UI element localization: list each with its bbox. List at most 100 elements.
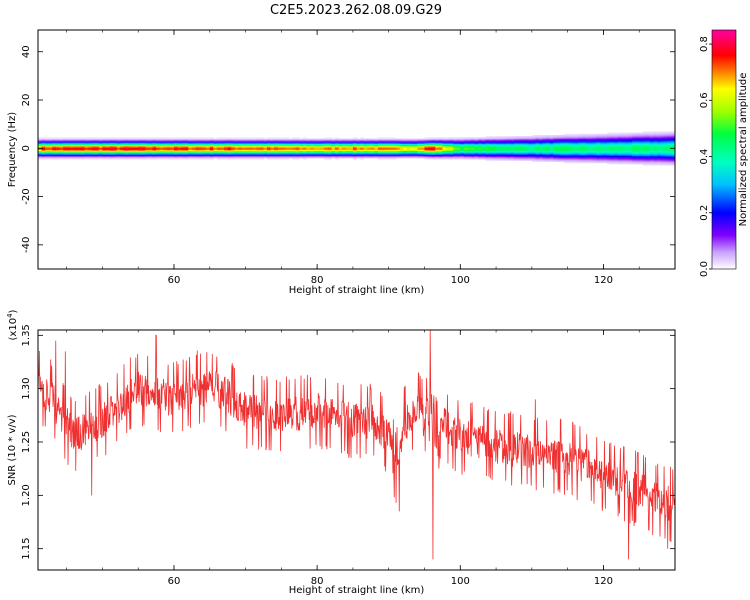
spectrogram-cell <box>134 144 139 147</box>
spectrogram-cell <box>80 147 85 149</box>
spectrogram-cell <box>610 142 615 144</box>
spectrogram-cell <box>406 147 411 149</box>
spectrogram-cell <box>413 147 418 149</box>
spectrogram-cell <box>295 147 300 149</box>
spectrogram-cell <box>474 139 479 142</box>
spectrogram-cell <box>478 144 483 147</box>
spectrogram-cell <box>152 141 157 143</box>
spectrogram-cell <box>585 160 590 162</box>
spectrogram-cell <box>166 157 171 160</box>
spectrogram-cell <box>302 139 307 142</box>
spectrogram-cell <box>403 142 408 144</box>
spectrogram-cell <box>38 149 42 152</box>
spectrogram-cell <box>302 142 307 144</box>
spectrogram-cell <box>170 154 175 156</box>
spectrogram-cell <box>603 136 608 138</box>
spectrogram-cell <box>59 156 64 159</box>
spectrogram-cell <box>335 148 340 150</box>
spectrogram-cell <box>281 157 286 160</box>
spectrogram-cell <box>98 154 103 156</box>
spectrogram-cell <box>256 156 261 159</box>
spectrogram-cell <box>639 161 644 164</box>
spectrogram-cell <box>445 148 450 150</box>
spectrogram-cell <box>113 137 118 140</box>
spectrogram-cell <box>556 147 561 149</box>
spectrogram-cell <box>206 138 211 141</box>
spectrogram-cell <box>245 145 250 148</box>
spectrogram-cell <box>263 138 268 141</box>
spectrogram-cell <box>156 153 161 155</box>
spectrogram-cell <box>148 138 153 141</box>
spectrogram-cell <box>553 148 558 150</box>
spectrogram-cell <box>274 154 279 156</box>
spectrogram-cell <box>220 142 225 144</box>
spectrogram-cell <box>471 151 475 154</box>
spectrogram-cell <box>342 142 347 144</box>
spectrogram-cell <box>513 147 518 149</box>
spectrogram-cell <box>123 153 128 155</box>
spectrogram-cell <box>105 144 110 147</box>
spectrogram-cell <box>592 145 597 148</box>
spectrogram-cell <box>499 137 504 140</box>
spectrogram-cell <box>410 139 415 142</box>
spectrogram-cell <box>471 143 475 146</box>
spectrogram-cell <box>95 147 100 149</box>
spectrogram-cell <box>109 148 114 150</box>
spectrogram-cell <box>345 155 350 158</box>
spectrogram-cell <box>481 153 486 155</box>
spectrogram-cell <box>349 138 354 141</box>
spectrogram-cell <box>549 153 554 155</box>
spectrogram-cell <box>184 137 189 140</box>
spectrogram-cell <box>91 153 96 155</box>
spectrogram-cell <box>38 144 42 147</box>
spectrogram-cell <box>542 143 547 146</box>
spectrogram-cell <box>624 137 629 140</box>
spectrogram-cell <box>621 162 626 165</box>
spectrogram-cell <box>628 144 633 147</box>
spectrogram-cell <box>206 153 211 155</box>
spectrogram-cell <box>166 150 171 153</box>
spectrogram-cell <box>617 157 622 160</box>
spectrogram-cell <box>41 142 46 144</box>
spectrogram-cell <box>249 154 254 156</box>
spectrogram-cell <box>156 145 161 148</box>
spectrogram-cell <box>671 142 675 144</box>
spectrogram-cell <box>202 154 207 156</box>
spectrogram-cell <box>116 142 121 144</box>
spectrogram-cell <box>571 156 576 159</box>
spectrogram-cell <box>488 136 493 138</box>
spectrogram-cell <box>589 133 594 136</box>
spectrogram-cell <box>109 154 114 156</box>
spectrogram-cell <box>88 139 93 142</box>
spectrogram-cell <box>503 154 508 156</box>
spectrogram-cell <box>245 155 250 158</box>
spectrogram-cell <box>560 142 565 144</box>
spectrogram-cell <box>327 142 332 144</box>
spectrogram-cell <box>370 145 375 148</box>
spectrogram-cell <box>589 145 594 148</box>
spectrogram-cell <box>281 143 286 146</box>
spectrogram-cell <box>635 135 640 137</box>
spectrogram-cell <box>403 143 408 146</box>
spectrogram-cell <box>581 149 586 152</box>
spectrogram-cell <box>596 139 601 142</box>
spectrogram-cell <box>667 160 672 162</box>
spectrogram-cell <box>195 157 200 160</box>
spectrogram-cell <box>156 155 161 158</box>
spectrogram-cell <box>70 153 75 155</box>
spectrogram-cell <box>206 144 211 147</box>
spectrogram-cell <box>560 150 565 153</box>
spectrogram-cell <box>370 148 375 150</box>
spectrogram-cell <box>345 156 350 159</box>
spectrogram-cell <box>292 144 297 147</box>
spectrogram-cell <box>506 149 511 152</box>
spectrogram-cell <box>496 137 501 140</box>
spectrogram-cell <box>621 142 626 144</box>
spectrogram-cell <box>352 151 357 154</box>
spectrogram-cell <box>657 163 662 166</box>
spectrogram-cell <box>120 144 125 147</box>
spectrogram-cell <box>607 136 611 138</box>
spectrogram-cell <box>306 155 311 158</box>
spectrogram-cell <box>546 155 551 158</box>
spectrogram-cell <box>317 141 322 143</box>
